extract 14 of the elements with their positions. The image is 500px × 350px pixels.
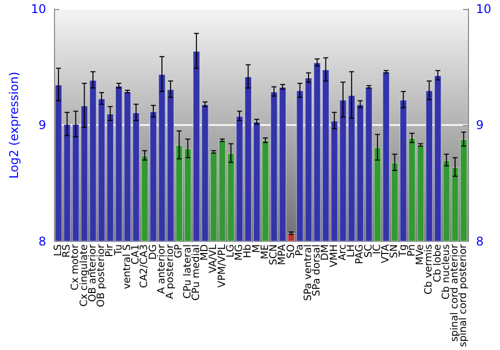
y2-tick-label: 10 (476, 2, 492, 16)
x-tick-label: OB posterior (96, 243, 108, 308)
y-axis-title: Log2 (expression) (7, 72, 21, 179)
y-tick-label: 10 (30, 2, 46, 16)
x-tick-label: DG (148, 244, 159, 260)
y2-tick-label: 8 (476, 234, 484, 248)
x-tick-label: A posterior (165, 243, 176, 300)
y2-tick-label: 9 (476, 118, 484, 132)
x-tick-label: Cb lobe (432, 244, 444, 282)
x-tick-label: Tg (398, 244, 409, 258)
x-tick-label: GP (174, 244, 185, 258)
y-tick-label: 9 (38, 118, 46, 132)
x-tick-label: Pa (294, 244, 306, 256)
y-tick-label: 8 (38, 234, 46, 248)
